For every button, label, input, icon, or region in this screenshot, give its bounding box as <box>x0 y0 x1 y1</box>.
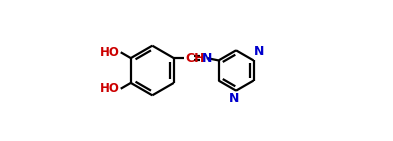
Text: HO: HO <box>100 82 120 95</box>
Text: N: N <box>254 45 264 58</box>
Text: CH: CH <box>185 52 205 65</box>
Text: N: N <box>229 92 239 105</box>
Text: HO: HO <box>100 46 120 59</box>
Text: N: N <box>202 52 212 65</box>
